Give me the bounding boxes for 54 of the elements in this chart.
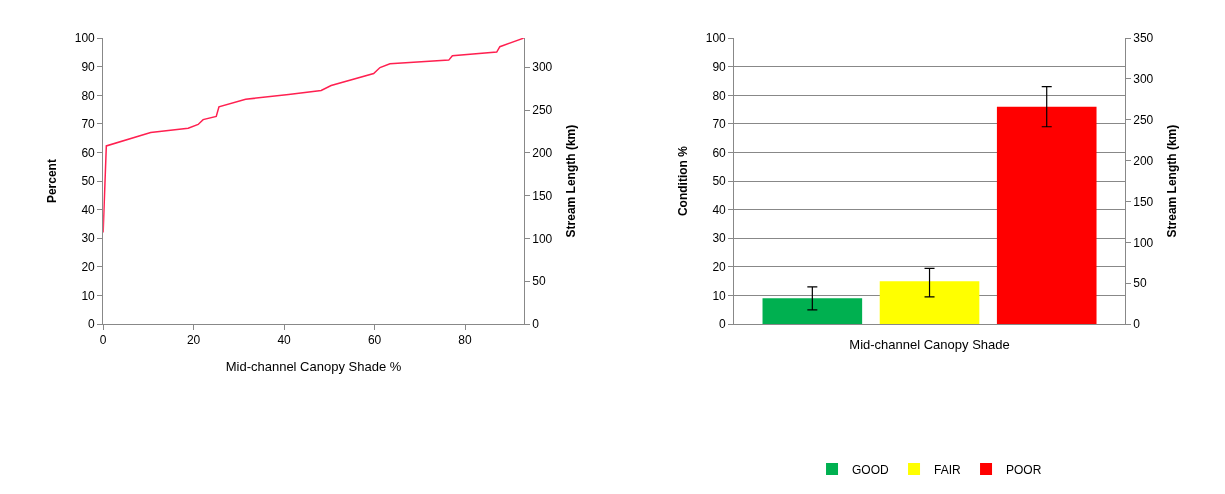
- x-tick-label: 60: [367, 333, 382, 348]
- legend-label: FAIR: [934, 462, 962, 477]
- y-tick-label: 60: [712, 145, 727, 160]
- legend-label: POOR: [1006, 462, 1042, 477]
- y2-tick-label: 150: [532, 188, 553, 203]
- x-tick-label: 40: [277, 333, 292, 348]
- y2-tick-label: 250: [532, 103, 553, 118]
- bar: [996, 106, 1097, 325]
- y-axis-title: Condition %: [676, 145, 691, 217]
- y2-tick-label: 100: [532, 231, 553, 246]
- y-tick-label: 0: [719, 317, 727, 332]
- y-tick-label: 80: [712, 88, 727, 103]
- x-tick-label: 80: [458, 333, 473, 348]
- y-tick-label: 100: [74, 31, 96, 46]
- y-tick-label: 80: [81, 88, 96, 103]
- y2-tick-label: 300: [532, 60, 553, 75]
- legend-label: GOOD: [852, 462, 890, 477]
- y2-tick-label: 200: [532, 146, 553, 161]
- y2-axis-title: Stream Length (km): [564, 124, 579, 238]
- y-tick-label: 60: [81, 145, 96, 160]
- y-tick-label: 0: [88, 317, 96, 332]
- y-tick-label: 90: [712, 59, 727, 74]
- y2-tick-label: 0: [532, 317, 540, 332]
- y2-tick-label: 200: [1133, 153, 1154, 168]
- y2-tick-label: 50: [532, 274, 546, 289]
- y-tick-label: 50: [81, 174, 96, 189]
- y-tick-label: 20: [712, 260, 727, 275]
- y-tick-label: 70: [712, 117, 727, 132]
- y2-tick-label: 150: [1133, 194, 1154, 209]
- y-tick-label: 30: [81, 231, 96, 246]
- y2-tick-label: 350: [1133, 31, 1154, 46]
- x-tick-label: 0: [99, 333, 107, 348]
- y-tick-label: 20: [81, 260, 96, 275]
- x-axis-title: Mid-channel Canopy Shade: [849, 336, 1010, 352]
- y-tick-label: 40: [712, 202, 727, 217]
- y-tick-label: 70: [81, 117, 96, 132]
- y-tick-label: 100: [705, 31, 727, 46]
- y2-tick-label: 0: [1133, 317, 1141, 332]
- y2-tick-label: 50: [1133, 276, 1147, 291]
- x-tick-label: 20: [186, 333, 201, 348]
- y-tick-label: 10: [712, 288, 727, 303]
- bar: [879, 281, 980, 325]
- y-tick-label: 50: [712, 174, 727, 189]
- y-tick-label: 30: [712, 231, 727, 246]
- y-tick-label: 90: [81, 59, 96, 74]
- bar: [762, 298, 863, 325]
- y2-tick-label: 250: [1133, 113, 1154, 128]
- y-tick-label: 40: [81, 202, 96, 217]
- y-tick-label: 10: [81, 288, 96, 303]
- x-axis-title: Mid-channel Canopy Shade %: [225, 359, 402, 375]
- y2-axis-title: Stream Length (km): [1165, 124, 1180, 238]
- y2-tick-label: 300: [1133, 72, 1154, 87]
- y2-tick-label: 100: [1133, 235, 1154, 250]
- y-axis-title: Percent: [45, 159, 60, 204]
